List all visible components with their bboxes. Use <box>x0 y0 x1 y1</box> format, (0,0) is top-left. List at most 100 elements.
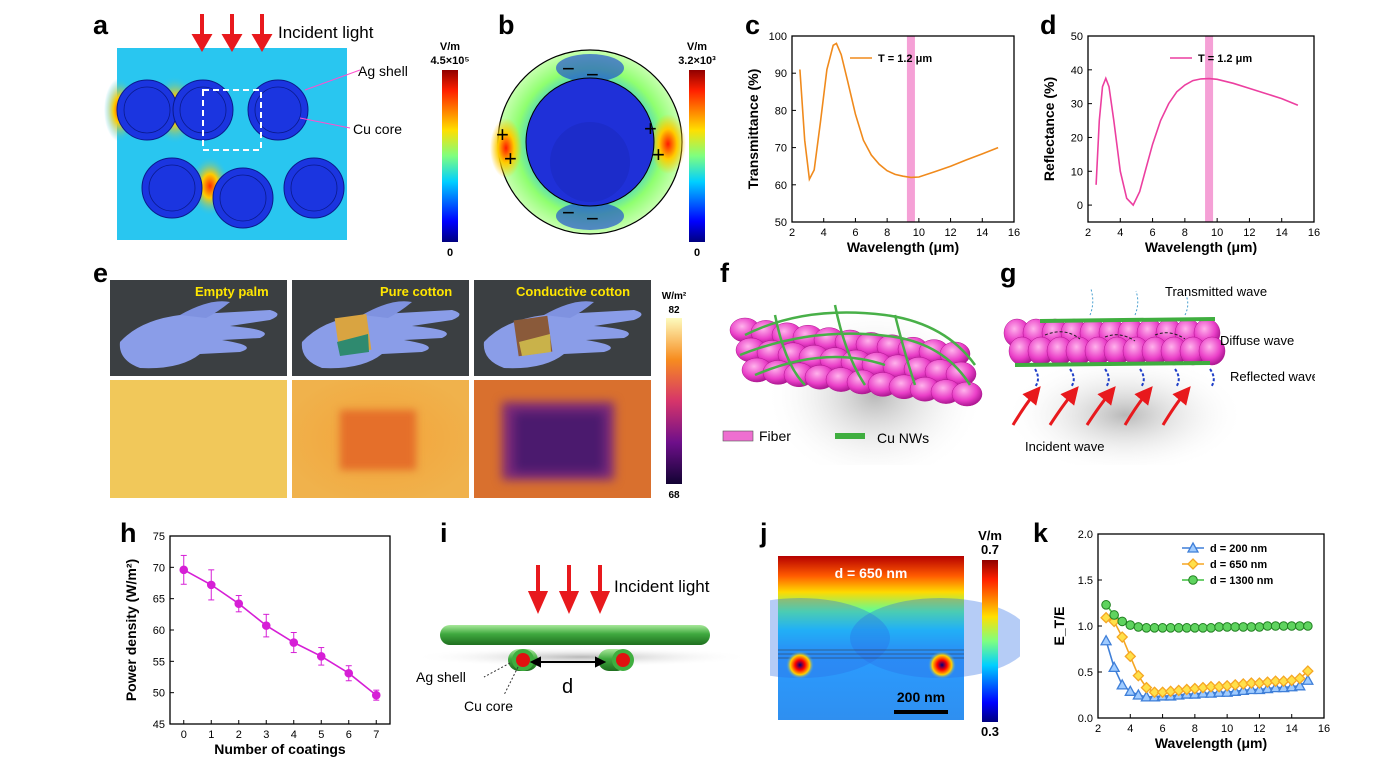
colorbar-min: 0 <box>694 247 700 259</box>
minus-sign: − <box>562 200 575 225</box>
highlight-band <box>1205 36 1214 222</box>
data-point <box>1237 684 1250 696</box>
data-point <box>1140 690 1153 702</box>
y-tick-label: 50 <box>153 688 165 700</box>
data-point <box>1132 688 1145 700</box>
x-axis-label: Number of coatings <box>214 741 346 757</box>
incident-arrows <box>527 565 611 614</box>
data-point <box>1181 623 1192 633</box>
caption-empty-palm: Empty palm <box>195 284 269 299</box>
plus-sign: + <box>652 142 665 167</box>
x-tick-label: 10 <box>913 227 925 239</box>
x-tick-label: 10 <box>1211 227 1223 239</box>
panel-label-g: g <box>1000 258 1017 288</box>
fiber-balls <box>1003 318 1226 366</box>
transmittance-chart: 2 4 6 8 10 12 14 16 50 60 70 80 90 100 Wavelength (μm)… <box>745 31 1020 255</box>
nanowire-circles <box>116 79 345 229</box>
plot-frame <box>1087 35 1315 223</box>
y-tick-label: 45 <box>153 719 165 731</box>
data-point <box>1285 680 1298 692</box>
data-point <box>1140 681 1153 694</box>
data-point <box>1100 611 1112 624</box>
panel-label-k: k <box>1033 518 1049 548</box>
y-tick-label: 50 <box>775 217 787 229</box>
series-line <box>799 42 999 182</box>
data-point <box>1293 679 1306 691</box>
data-point <box>1301 665 1314 677</box>
data-point <box>1117 616 1128 627</box>
data-point <box>1205 680 1217 693</box>
x-tick-label: 16 <box>1308 227 1320 239</box>
colorbar <box>982 560 998 722</box>
panel-j-field-map: d = 650 nm 200 nm V/m 0.7 0.3 <box>770 528 1020 738</box>
data-point <box>1157 623 1168 633</box>
data-point <box>1173 623 1184 633</box>
data-point <box>1124 684 1137 696</box>
data-point <box>1277 681 1290 693</box>
y-tick-label: 0.5 <box>1078 667 1093 679</box>
caption-pure-cotton: Pure cotton <box>380 284 453 299</box>
y-tick-label: 50 <box>1071 31 1083 43</box>
panel-label-a: a <box>93 10 109 40</box>
colorbar-min: 0.3 <box>981 724 999 738</box>
data-point <box>1269 681 1282 693</box>
data-point <box>1214 622 1224 632</box>
x-tick-label: 1 <box>208 729 214 741</box>
y-tick-label: 55 <box>153 656 165 668</box>
colorbar <box>689 70 705 242</box>
y-tick-label: 80 <box>775 105 787 117</box>
data-point <box>234 599 244 608</box>
y-tick-label: 1.5 <box>1078 575 1093 587</box>
cu-nws-legend-label: Cu NWs <box>877 430 929 446</box>
reflectance-chart: 2 4 6 8 10 12 14 16 0 10 20 30 40 50 Wavelength (μm) Re… <box>1041 31 1320 255</box>
data-point <box>1278 621 1289 631</box>
data-point <box>261 621 271 630</box>
legend-label: T = 1.2 μm <box>1198 53 1252 65</box>
data-point <box>1270 621 1281 631</box>
transmitted-wave-label: Transmitted wave <box>1165 284 1267 299</box>
colorbar-max: 82 <box>668 305 680 316</box>
thermal-empty-palm <box>110 380 287 498</box>
incident-light-label: Incident light <box>614 577 710 596</box>
plus-sign: + <box>496 122 509 147</box>
minus-sign: − <box>586 206 599 231</box>
fiber-legend-label: Fiber <box>759 428 791 444</box>
y-axis-label: E_T/E <box>1051 607 1067 646</box>
data-point <box>1301 673 1314 685</box>
data-point <box>1261 682 1274 694</box>
series-line <box>1095 76 1299 207</box>
highlight-box <box>202 89 262 151</box>
y-axis-label: Transmittance (%) <box>745 69 761 190</box>
data-point <box>1148 686 1161 699</box>
x-tick-label: 4 <box>821 227 827 239</box>
photo-pure-cotton <box>292 280 469 376</box>
legend-label: d = 1300 nm <box>1210 575 1274 587</box>
colorbar-max: 4.5×10⁵ <box>430 55 469 67</box>
x-tick-label: 8 <box>1182 227 1188 239</box>
x-axis-label: Wavelength (μm) <box>1155 735 1267 751</box>
data-point <box>179 565 189 575</box>
wave-scattering-illustration: Transmitted wave Diffuse wave Reflected … <box>1003 284 1315 465</box>
x-tick-label: 2 <box>236 729 242 741</box>
data-point <box>1293 672 1306 685</box>
data-point <box>1229 684 1242 696</box>
hotspot <box>928 651 956 679</box>
data-point <box>1116 678 1129 690</box>
x-tick-label: 0 <box>181 729 187 741</box>
panel-label-f: f <box>720 258 729 288</box>
reflected-wave-arrows <box>1034 368 1215 388</box>
panel-label-e: e <box>93 258 109 288</box>
x-tick-label: 7 <box>373 729 379 741</box>
x-axis-label: Wavelength (μm) <box>847 239 959 255</box>
gap-d-label: d <box>562 676 573 698</box>
x-tick-label: 4 <box>1117 227 1123 239</box>
panel-b-field-map: − − − − + + + + V/m 3.2×10³ 0 <box>490 41 716 259</box>
data-point <box>1269 675 1282 688</box>
y-tick-label: 100 <box>769 31 787 43</box>
x-tick-label: 12 <box>944 227 956 239</box>
fiber-ball <box>951 381 983 407</box>
x-tick-label: 12 <box>1253 723 1265 735</box>
photo-conductive-cotton <box>474 280 651 376</box>
x-tick-label: 6 <box>346 729 352 741</box>
